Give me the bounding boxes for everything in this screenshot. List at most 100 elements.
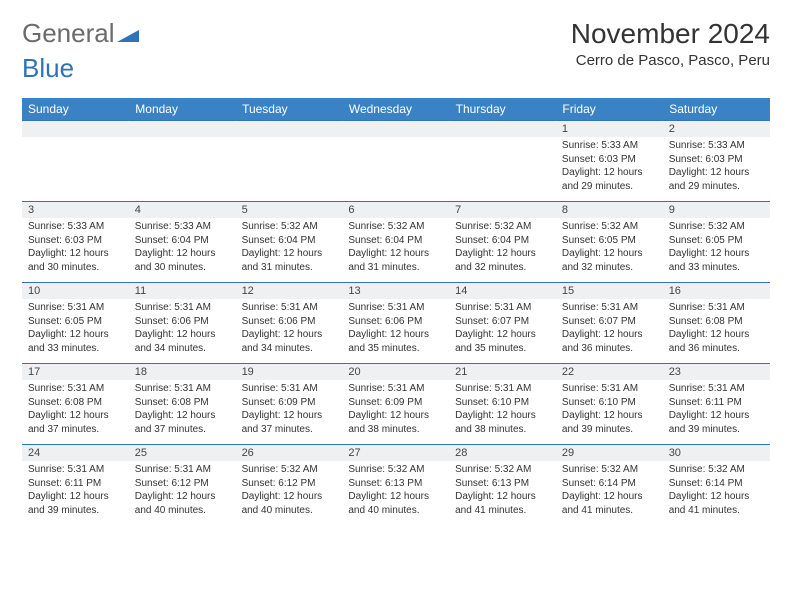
daylight-line: Daylight: 12 hours and 40 minutes. — [242, 490, 337, 517]
sunset-line: Sunset: 6:10 PM — [562, 396, 657, 410]
location: Cerro de Pasco, Pasco, Peru — [571, 52, 770, 69]
day-body-cell: Sunrise: 5:31 AMSunset: 6:09 PMDaylight:… — [342, 380, 449, 445]
day-details: Sunrise: 5:32 AMSunset: 6:04 PMDaylight:… — [449, 218, 556, 278]
sunrise-line: Sunrise: 5:31 AM — [28, 301, 123, 315]
sunrise-line: Sunrise: 5:32 AM — [242, 220, 337, 234]
sunset-line: Sunset: 6:12 PM — [135, 477, 230, 491]
day-details: Sunrise: 5:33 AMSunset: 6:03 PMDaylight:… — [556, 137, 663, 197]
day-body-cell: Sunrise: 5:31 AMSunset: 6:12 PMDaylight:… — [129, 461, 236, 525]
sunrise-line: Sunrise: 5:31 AM — [135, 382, 230, 396]
day-details: Sunrise: 5:31 AMSunset: 6:06 PMDaylight:… — [236, 299, 343, 359]
daybody-row: Sunrise: 5:31 AMSunset: 6:08 PMDaylight:… — [22, 380, 770, 445]
day-number-cell — [449, 121, 556, 138]
day-number-cell: 3 — [22, 202, 129, 219]
daylight-line: Daylight: 12 hours and 37 minutes. — [28, 409, 123, 436]
day-body-cell: Sunrise: 5:33 AMSunset: 6:04 PMDaylight:… — [129, 218, 236, 283]
daylight-line: Daylight: 12 hours and 36 minutes. — [562, 328, 657, 355]
sunset-line: Sunset: 6:06 PM — [242, 315, 337, 329]
daylight-line: Daylight: 12 hours and 30 minutes. — [135, 247, 230, 274]
sunrise-line: Sunrise: 5:32 AM — [455, 220, 550, 234]
day-details: Sunrise: 5:31 AMSunset: 6:08 PMDaylight:… — [663, 299, 770, 359]
sunset-line: Sunset: 6:08 PM — [28, 396, 123, 410]
day-number-cell: 25 — [129, 445, 236, 462]
daynum-row: 3456789 — [22, 202, 770, 219]
day-number-cell: 1 — [556, 121, 663, 138]
sunrise-line: Sunrise: 5:33 AM — [669, 139, 764, 153]
day-body-cell — [342, 137, 449, 202]
daylight-line: Daylight: 12 hours and 32 minutes. — [455, 247, 550, 274]
sunrise-line: Sunrise: 5:32 AM — [562, 220, 657, 234]
day-number-cell: 13 — [342, 283, 449, 300]
day-number-cell: 19 — [236, 364, 343, 381]
day-details: Sunrise: 5:31 AMSunset: 6:08 PMDaylight:… — [129, 380, 236, 440]
day-number-cell: 7 — [449, 202, 556, 219]
day-number-cell: 6 — [342, 202, 449, 219]
sunrise-line: Sunrise: 5:33 AM — [135, 220, 230, 234]
col-monday: Monday — [129, 98, 236, 121]
daylight-line: Daylight: 12 hours and 39 minutes. — [562, 409, 657, 436]
daylight-line: Daylight: 12 hours and 40 minutes. — [135, 490, 230, 517]
sunset-line: Sunset: 6:07 PM — [562, 315, 657, 329]
daylight-line: Daylight: 12 hours and 41 minutes. — [562, 490, 657, 517]
sunrise-line: Sunrise: 5:31 AM — [348, 382, 443, 396]
day-body-cell: Sunrise: 5:31 AMSunset: 6:08 PMDaylight:… — [663, 299, 770, 364]
sunrise-line: Sunrise: 5:32 AM — [669, 463, 764, 477]
daylight-line: Daylight: 12 hours and 39 minutes. — [669, 409, 764, 436]
day-number-cell: 2 — [663, 121, 770, 138]
sunset-line: Sunset: 6:08 PM — [135, 396, 230, 410]
daylight-line: Daylight: 12 hours and 41 minutes. — [455, 490, 550, 517]
day-details: Sunrise: 5:33 AMSunset: 6:03 PMDaylight:… — [22, 218, 129, 278]
sunrise-line: Sunrise: 5:31 AM — [348, 301, 443, 315]
sunset-line: Sunset: 6:07 PM — [455, 315, 550, 329]
day-details: Sunrise: 5:32 AMSunset: 6:05 PMDaylight:… — [556, 218, 663, 278]
sunrise-line: Sunrise: 5:32 AM — [562, 463, 657, 477]
day-body-cell: Sunrise: 5:32 AMSunset: 6:05 PMDaylight:… — [556, 218, 663, 283]
day-number-cell: 12 — [236, 283, 343, 300]
day-number-cell: 9 — [663, 202, 770, 219]
sunrise-line: Sunrise: 5:31 AM — [455, 382, 550, 396]
day-body-cell: Sunrise: 5:31 AMSunset: 6:06 PMDaylight:… — [342, 299, 449, 364]
day-number-cell — [22, 121, 129, 138]
day-details: Sunrise: 5:31 AMSunset: 6:08 PMDaylight:… — [22, 380, 129, 440]
daynum-row: 17181920212223 — [22, 364, 770, 381]
col-wednesday: Wednesday — [342, 98, 449, 121]
daylight-line: Daylight: 12 hours and 29 minutes. — [669, 166, 764, 193]
sunrise-line: Sunrise: 5:33 AM — [562, 139, 657, 153]
day-number-cell: 23 — [663, 364, 770, 381]
day-number-cell: 4 — [129, 202, 236, 219]
day-body-cell: Sunrise: 5:32 AMSunset: 6:12 PMDaylight:… — [236, 461, 343, 525]
day-body-cell: Sunrise: 5:32 AMSunset: 6:13 PMDaylight:… — [342, 461, 449, 525]
sunrise-line: Sunrise: 5:31 AM — [135, 301, 230, 315]
day-body-cell — [449, 137, 556, 202]
sunrise-line: Sunrise: 5:33 AM — [28, 220, 123, 234]
day-number-cell: 26 — [236, 445, 343, 462]
daylight-line: Daylight: 12 hours and 41 minutes. — [669, 490, 764, 517]
daylight-line: Daylight: 12 hours and 32 minutes. — [562, 247, 657, 274]
sunset-line: Sunset: 6:06 PM — [348, 315, 443, 329]
day-number-cell: 10 — [22, 283, 129, 300]
sunrise-line: Sunrise: 5:31 AM — [562, 301, 657, 315]
title-block: November 2024 Cerro de Pasco, Pasco, Per… — [571, 18, 770, 69]
day-details: Sunrise: 5:33 AMSunset: 6:03 PMDaylight:… — [663, 137, 770, 197]
day-body-cell: Sunrise: 5:31 AMSunset: 6:09 PMDaylight:… — [236, 380, 343, 445]
sunset-line: Sunset: 6:14 PM — [669, 477, 764, 491]
day-body-cell: Sunrise: 5:32 AMSunset: 6:05 PMDaylight:… — [663, 218, 770, 283]
sunrise-line: Sunrise: 5:31 AM — [669, 301, 764, 315]
daylight-line: Daylight: 12 hours and 30 minutes. — [28, 247, 123, 274]
daynum-row: 12 — [22, 121, 770, 138]
day-number-cell — [129, 121, 236, 138]
logo: General — [22, 18, 139, 49]
day-number-cell: 27 — [342, 445, 449, 462]
sunrise-line: Sunrise: 5:31 AM — [28, 382, 123, 396]
daylight-line: Daylight: 12 hours and 35 minutes. — [348, 328, 443, 355]
day-details: Sunrise: 5:31 AMSunset: 6:10 PMDaylight:… — [556, 380, 663, 440]
day-body-cell: Sunrise: 5:32 AMSunset: 6:04 PMDaylight:… — [236, 218, 343, 283]
day-number-cell: 24 — [22, 445, 129, 462]
day-number-cell: 11 — [129, 283, 236, 300]
sunrise-line: Sunrise: 5:31 AM — [28, 463, 123, 477]
day-body-cell: Sunrise: 5:33 AMSunset: 6:03 PMDaylight:… — [22, 218, 129, 283]
sunset-line: Sunset: 6:05 PM — [28, 315, 123, 329]
daylight-line: Daylight: 12 hours and 31 minutes. — [242, 247, 337, 274]
sunrise-line: Sunrise: 5:32 AM — [669, 220, 764, 234]
day-body-cell: Sunrise: 5:32 AMSunset: 6:04 PMDaylight:… — [449, 218, 556, 283]
